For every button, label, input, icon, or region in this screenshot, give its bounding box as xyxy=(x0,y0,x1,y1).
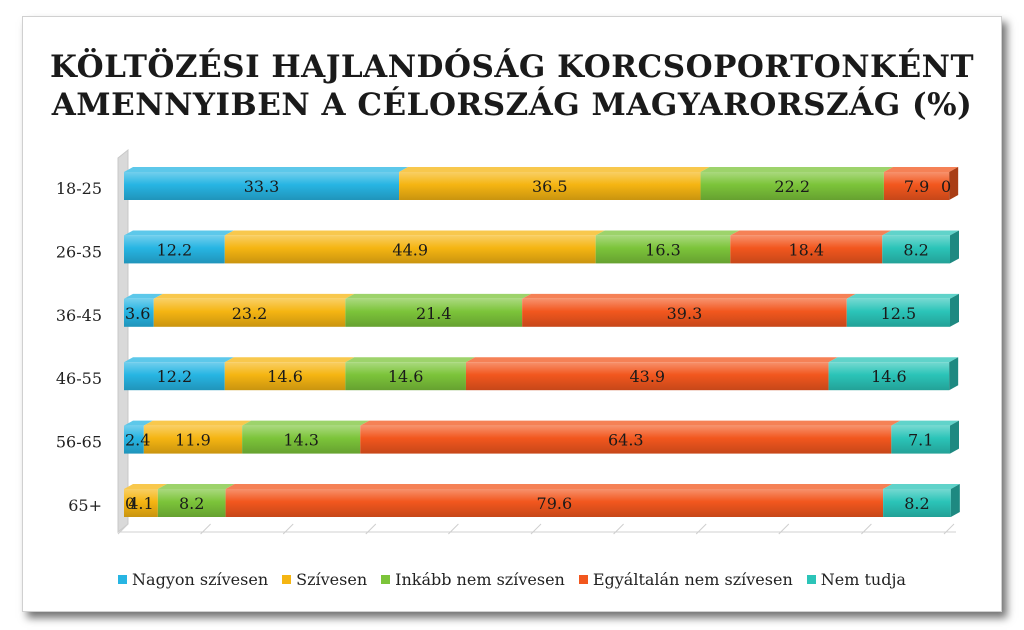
bar-segment xyxy=(124,420,153,454)
data-label: 0 xyxy=(941,177,951,196)
data-label: 33.3 xyxy=(244,177,280,196)
data-label: 2.4 xyxy=(125,431,150,450)
floor-tick xyxy=(695,523,707,535)
bar-segment xyxy=(157,484,235,517)
legend-label: Nagyon szívesen xyxy=(132,570,269,589)
data-label: 44.9 xyxy=(392,240,428,259)
category-label: 26-35 xyxy=(56,242,102,261)
bar-segment xyxy=(730,230,892,264)
category-label: 36-45 xyxy=(56,306,102,325)
bar-segment xyxy=(225,484,893,517)
data-label: 8.2 xyxy=(179,494,204,513)
legend-item: Nem tudja xyxy=(806,570,906,589)
category-label: 18-25 xyxy=(56,179,102,198)
bar-segment xyxy=(224,230,605,264)
legend-swatch xyxy=(578,575,588,584)
legend-label: Inkább nem szívesen xyxy=(395,570,565,589)
bar-segment xyxy=(124,293,163,327)
data-label: 79.6 xyxy=(537,494,573,513)
bar-segment xyxy=(882,230,959,264)
legend-swatch xyxy=(118,575,128,584)
data-label: 7.9 xyxy=(904,177,929,196)
bar-segment xyxy=(700,167,893,200)
legend-label: Szívesen xyxy=(296,570,368,589)
chart-legend: Nagyon szívesen Szívesen Inkább nem szíves… xyxy=(0,570,1024,589)
legend-swatch xyxy=(806,575,816,584)
bar-segment xyxy=(360,420,901,454)
data-label: 22.2 xyxy=(774,177,810,196)
data-label: 11.9 xyxy=(175,431,211,450)
data-label: 14.3 xyxy=(283,431,319,450)
data-label: 23.2 xyxy=(232,304,268,323)
bar-segment xyxy=(124,357,234,391)
data-label: 36.5 xyxy=(532,177,568,196)
data-label: 64.3 xyxy=(608,431,644,450)
chart-title: KÖLTÖZÉSI HAJLANDÓSÁG KORCSOPORTONKÉNT A… xyxy=(0,48,1024,124)
legend-item: Szívesen xyxy=(282,570,367,589)
data-label: 7.1 xyxy=(908,431,933,450)
category-label: 46-55 xyxy=(56,369,102,388)
floor-tick xyxy=(943,523,955,535)
bar-segment xyxy=(124,230,234,264)
bar-segment xyxy=(399,167,710,200)
bar-segment xyxy=(345,357,475,391)
data-label: 0 xyxy=(125,494,135,513)
data-label: 8.2 xyxy=(903,240,928,259)
data-label: 4.1 xyxy=(128,494,153,513)
legend-swatch xyxy=(282,575,292,584)
floor-tick xyxy=(117,523,129,535)
data-label: 12.2 xyxy=(157,240,193,259)
bar-segment xyxy=(883,484,960,517)
chart-title-line-2: AMENNYIBEN A CÉLORSZÁG MAGYARORSZÁG (%) xyxy=(51,87,973,123)
legend-swatch xyxy=(381,575,391,584)
legend-item: Egyáltalán nem szívesen xyxy=(578,570,793,589)
bar-segment xyxy=(124,167,409,200)
bar-segment xyxy=(522,293,856,327)
category-label: 65+ xyxy=(68,496,102,515)
bar-segment xyxy=(242,420,370,454)
bar-segment xyxy=(595,230,740,264)
data-label: 21.4 xyxy=(416,304,452,323)
floor-tick xyxy=(778,523,790,535)
data-label: 14.6 xyxy=(871,367,907,386)
bar-segment xyxy=(143,420,252,454)
bar-segment xyxy=(846,293,959,327)
data-label: 14.6 xyxy=(267,367,303,386)
legend-item: Nagyon szívesen xyxy=(118,570,268,589)
data-label: 3.6 xyxy=(125,304,150,323)
data-label: 14.6 xyxy=(388,367,424,386)
bar-segment xyxy=(828,357,959,391)
legend-label: Egyáltalán nem szívesen xyxy=(592,570,793,589)
data-label: 18.4 xyxy=(788,240,824,259)
data-label: 39.3 xyxy=(667,304,703,323)
left-wall xyxy=(117,148,129,534)
floor-tick xyxy=(282,523,294,535)
floor-tick xyxy=(530,523,542,535)
bar-segment xyxy=(153,293,355,327)
data-label: 16.3 xyxy=(645,240,681,259)
bar-segment xyxy=(891,420,959,454)
data-label: 8.2 xyxy=(904,494,929,513)
bar-segment xyxy=(345,293,532,327)
legend-item: Inkább nem szívesen xyxy=(381,570,565,589)
floor-tick xyxy=(448,523,459,535)
category-label: 56-65 xyxy=(56,433,102,452)
data-label: 12.2 xyxy=(157,367,193,386)
bar-segment xyxy=(883,167,959,200)
data-label: 43.9 xyxy=(629,367,665,386)
bar-segment xyxy=(465,357,838,391)
data-label: 12.5 xyxy=(881,304,917,323)
floor-tick xyxy=(861,523,872,535)
bar-segment xyxy=(224,357,355,391)
floor-tick xyxy=(613,523,624,535)
chart-title-line-1: KÖLTÖZÉSI HAJLANDÓSÁG KORCSOPORTONKÉNT xyxy=(49,49,975,85)
floor-tick xyxy=(200,523,211,535)
legend-label: Nem tudja xyxy=(820,570,906,589)
floor-tick xyxy=(365,523,377,535)
bar-segment xyxy=(124,484,167,517)
